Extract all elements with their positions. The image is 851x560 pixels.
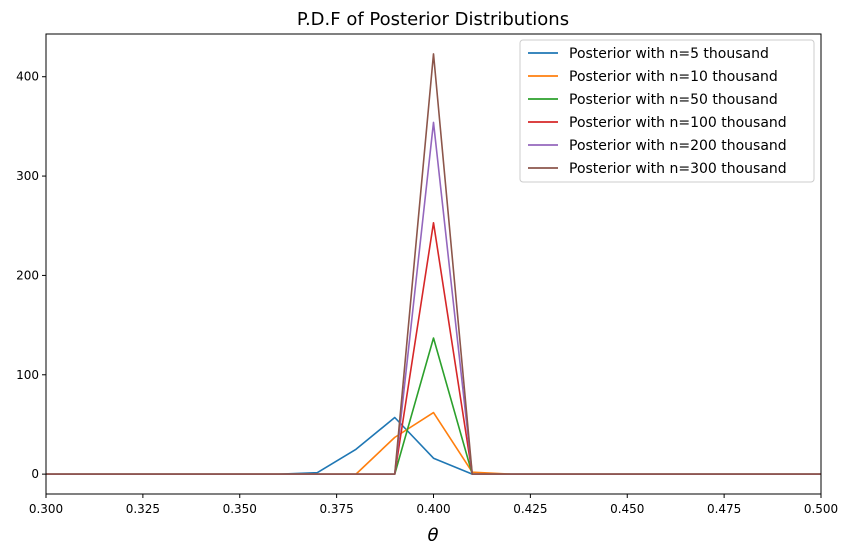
legend-entry: Posterior with n=300 thousand [569,161,787,177]
x-tick-label: 0.475 [707,502,741,516]
y-tick-label: 200 [16,268,39,282]
series-line-1 [46,416,821,475]
series-line-3 [46,337,821,475]
x-tick-label: 0.300 [29,502,63,516]
legend: Posterior with n=5 thousand Posterior wit… [519,39,815,183]
x-tick-label: 0.325 [126,502,160,516]
x-tick-label: 0.350 [223,502,257,516]
legend-entry: Posterior with n=10 thousand [569,69,778,85]
x-tick-label: 0.375 [319,502,353,516]
legend-box [519,39,815,183]
series-line-6 [46,53,821,475]
y-tick-label: 0 [31,467,39,481]
y-axis: 0 100 200 300 400 [16,70,46,481]
legend-entry: Posterior with n=50 thousand [569,92,778,108]
series-line-4 [46,221,821,475]
x-tick-label: 0.500 [804,502,838,516]
y-tick-label: 400 [16,70,39,84]
legend-entry: Posterior with n=100 thousand [569,115,787,131]
legend-entry: Posterior with n=5 thousand [569,46,769,62]
x-tick-label: 0.450 [610,502,644,516]
x-axis-label: θ [427,525,438,546]
x-tick-label: 0.400 [416,502,450,516]
y-tick-label: 100 [16,368,39,382]
x-axis: 0.300 0.325 0.350 0.375 0.400 0.425 0.450 0.475… [29,494,838,516]
plot-area [46,53,821,475]
x-tick-label: 0.425 [513,502,547,516]
chart-title: P.D.F of Posterior Distributions [297,9,569,30]
series-line-2 [46,411,821,475]
y-tick-label: 300 [16,169,39,183]
legend-entry: Posterior with n=200 thousand [569,138,787,154]
